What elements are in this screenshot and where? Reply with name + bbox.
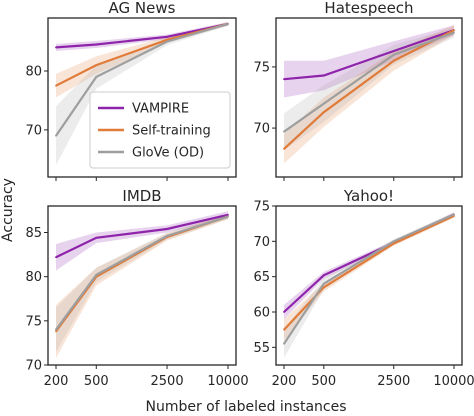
point-glove-od bbox=[166, 40, 168, 43]
y-tick-label: 80 bbox=[25, 270, 42, 285]
y-tick-label: 70 bbox=[253, 122, 270, 137]
axes-frame bbox=[47, 205, 237, 366]
band-self-training bbox=[284, 25, 454, 164]
y-tick-label: 65 bbox=[253, 270, 270, 285]
point-vampire bbox=[55, 256, 57, 259]
legend: VAMPIRE Self-training GloVe (OD) bbox=[89, 91, 231, 169]
point-self-training bbox=[322, 111, 325, 114]
axes-frame bbox=[47, 17, 237, 178]
x-tick-label: 2500 bbox=[151, 374, 184, 389]
point-self-training bbox=[392, 59, 395, 62]
point-vampire bbox=[283, 311, 285, 313]
point-glove-od bbox=[166, 235, 168, 237]
y-tick-label: 70 bbox=[25, 123, 42, 138]
axes-frame bbox=[275, 205, 463, 366]
y-tick-label: 55 bbox=[253, 341, 270, 356]
legend-label-self-training: Self-training bbox=[132, 124, 211, 139]
point-self-training bbox=[55, 84, 57, 87]
line-self-training bbox=[283, 29, 455, 150]
band-glove-od bbox=[284, 27, 454, 151]
line-vampire bbox=[55, 22, 229, 49]
point-vampire bbox=[166, 35, 168, 38]
y-tick-label: 75 bbox=[25, 314, 42, 329]
plot-area bbox=[55, 211, 229, 358]
y-axis-label: Accuracy bbox=[0, 178, 16, 242]
point-self-training bbox=[453, 29, 455, 32]
panel-hatespeech: Hatespeech 70 75 bbox=[253, 0, 463, 181]
point-glove-od bbox=[55, 134, 57, 137]
panel-title: Yahoo! bbox=[343, 187, 394, 205]
panel-title: Hatespeech bbox=[324, 0, 413, 17]
point-glove-od bbox=[95, 274, 98, 276]
legend-label-glove-od: GloVe (OD) bbox=[132, 146, 204, 161]
band-self-training bbox=[284, 213, 454, 341]
point-vampire bbox=[55, 46, 57, 49]
panel-yahoo: Yahoo! 55 60 65 70 75 200 500 2500 10000 bbox=[253, 187, 474, 389]
point-self-training bbox=[55, 330, 57, 333]
x-tick-label: 200 bbox=[44, 374, 69, 389]
point-glove-od bbox=[392, 240, 395, 243]
legend-frame bbox=[89, 91, 231, 169]
point-glove-od bbox=[453, 31, 455, 34]
x-tick-label: 200 bbox=[272, 374, 297, 389]
point-glove-od bbox=[227, 22, 229, 25]
line-self-training bbox=[283, 214, 455, 331]
point-self-training bbox=[283, 147, 285, 150]
point-vampire bbox=[95, 43, 98, 46]
y-tick-label: 70 bbox=[253, 235, 270, 250]
band-vampire bbox=[284, 25, 454, 98]
line-vampire bbox=[283, 29, 455, 81]
point-glove-od bbox=[95, 75, 98, 78]
point-vampire bbox=[322, 74, 325, 77]
point-self-training bbox=[392, 242, 395, 245]
x-tick-label: 500 bbox=[311, 374, 336, 389]
point-glove-od bbox=[392, 53, 395, 56]
plot-area bbox=[283, 25, 455, 164]
point-glove-od bbox=[227, 215, 229, 218]
point-vampire bbox=[322, 274, 325, 277]
point-glove-od bbox=[283, 342, 285, 345]
x-tick-label: 10000 bbox=[433, 374, 474, 389]
x-axis-label: Number of labeled instances bbox=[145, 399, 346, 415]
point-self-training bbox=[95, 64, 98, 67]
point-self-training bbox=[283, 328, 285, 331]
legend-label-vampire: VAMPIRE bbox=[132, 102, 189, 117]
y-tick-label: 60 bbox=[253, 306, 270, 321]
line-glove-od bbox=[283, 213, 455, 345]
axes-frame bbox=[275, 17, 463, 178]
point-vampire bbox=[283, 78, 285, 81]
line-vampire bbox=[55, 213, 229, 259]
point-vampire bbox=[166, 228, 168, 230]
point-vampire bbox=[227, 213, 229, 216]
line-glove-od bbox=[55, 215, 229, 331]
point-self-training bbox=[166, 38, 168, 41]
point-vampire bbox=[392, 50, 395, 52]
y-tick-label: 85 bbox=[25, 226, 42, 241]
y-tick-label: 75 bbox=[253, 60, 270, 75]
point-self-training bbox=[322, 286, 325, 289]
point-glove-od bbox=[322, 102, 325, 105]
point-glove-od bbox=[283, 130, 285, 133]
panel-imdb: IMDB 70 75 80 85 200 500 2500 10000 bbox=[25, 187, 248, 389]
y-tick-label: 80 bbox=[25, 65, 42, 80]
point-glove-od bbox=[55, 328, 57, 331]
point-glove-od bbox=[322, 282, 325, 285]
x-tick-label: 10000 bbox=[207, 374, 248, 389]
line-glove-od bbox=[283, 31, 455, 133]
x-tick-label: 2500 bbox=[377, 374, 410, 389]
point-vampire bbox=[95, 236, 98, 239]
y-tick-label: 70 bbox=[25, 359, 42, 374]
line-glove-od bbox=[55, 22, 229, 137]
panel-title: IMDB bbox=[122, 187, 161, 205]
plot-area bbox=[283, 212, 455, 358]
y-tick-label: 75 bbox=[253, 200, 270, 215]
point-glove-od bbox=[453, 213, 455, 216]
panel-title: AG News bbox=[109, 0, 176, 17]
x-tick-label: 500 bbox=[84, 374, 109, 389]
band-vampire bbox=[56, 211, 228, 271]
